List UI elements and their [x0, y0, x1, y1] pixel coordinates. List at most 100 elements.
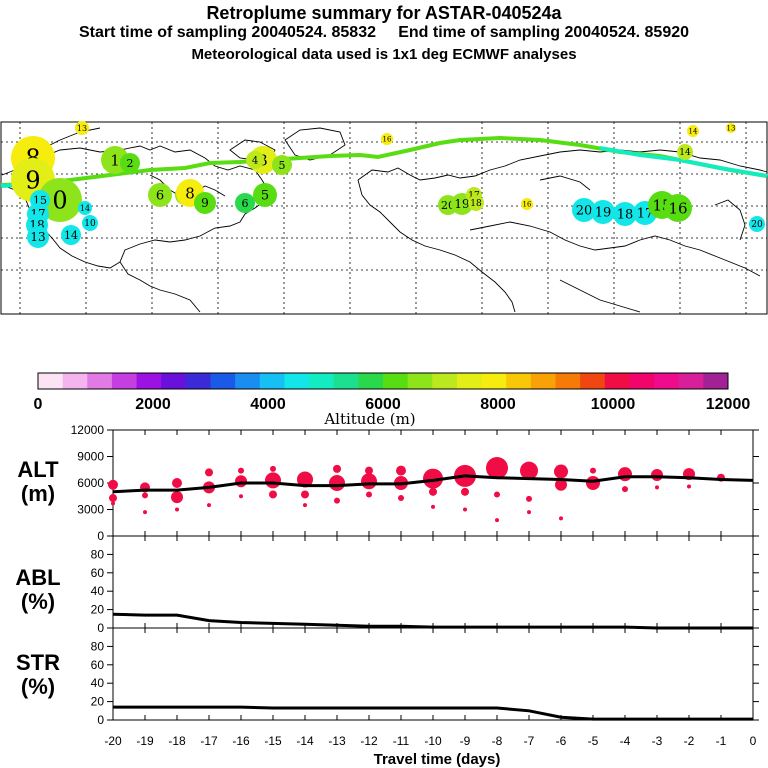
map-marker-label: 13 — [30, 230, 45, 244]
map-marker-label: 14 — [80, 204, 90, 213]
alt-bubble — [398, 495, 404, 502]
alt-bubble — [431, 504, 435, 509]
map-marker-label: 1 — [110, 151, 120, 169]
map-marker — [38, 178, 82, 222]
colorbar-swatch — [703, 373, 729, 389]
y-tick-label: 60 — [91, 566, 105, 580]
alt-bubble — [463, 507, 467, 512]
alt-bubble — [361, 473, 377, 490]
alt-series-line — [112, 474, 754, 494]
alt-bubble — [526, 495, 532, 502]
map-marker — [235, 193, 255, 213]
y-tick-label: 0 — [97, 529, 104, 543]
alt-bubble — [461, 487, 469, 496]
x-tick-label: -4 — [620, 734, 631, 748]
alt-bubble — [495, 518, 499, 523]
y-tick-label: 3000 — [77, 503, 104, 517]
alt-bubble — [329, 475, 345, 491]
colorbar-swatch — [358, 373, 384, 389]
x-axis-title: Travel time (days) — [374, 751, 501, 768]
alt-bubble — [142, 492, 148, 499]
alt-bubble — [301, 490, 309, 499]
colorbar-title: Altitude (m) — [323, 410, 415, 428]
colorbar-swatch — [210, 373, 236, 389]
map-marker-label: 9 — [25, 166, 40, 194]
abl-unit: (%) — [21, 589, 55, 614]
colorbar-tick-label: 12000 — [706, 396, 751, 413]
alt-bubble — [109, 494, 117, 503]
alt-bubble — [520, 461, 538, 480]
alt-bubble — [396, 465, 406, 476]
map-marker-label: 10 — [84, 219, 96, 229]
y-tick-label: 20 — [91, 603, 105, 617]
y-tick-label: 40 — [91, 584, 105, 598]
alt-bubble — [207, 503, 211, 508]
colorbar: 0 2000 4000 6000 8000 10000 12000 Altitude (m) — [34, 372, 751, 428]
colorbar-swatch — [506, 373, 532, 389]
map-marker-label: 14 — [689, 127, 698, 135]
x-tick-label: -20 — [104, 734, 122, 748]
alt-bubble — [270, 465, 276, 472]
x-tick-label: -7 — [524, 734, 535, 748]
map-marker-label: 0 — [52, 186, 67, 214]
alt-unit: (m) — [21, 481, 55, 506]
alt-bubble — [655, 485, 659, 490]
map-marker-label: 9 — [201, 196, 209, 210]
colorbar-swatch — [654, 373, 680, 389]
colorbar-swatch — [284, 373, 310, 389]
str-series-line — [113, 705, 753, 721]
x-tick-label: -2 — [684, 734, 695, 748]
alt-bubble — [365, 466, 373, 475]
colorbar-swatch — [87, 373, 113, 389]
alt-bubble — [111, 501, 115, 506]
map-marker-label: 19 — [454, 197, 469, 211]
map-marker — [78, 201, 92, 215]
colorbar-swatch — [111, 373, 138, 389]
colorbar-swatch — [185, 373, 211, 389]
trajectory-line-east — [599, 146, 768, 178]
alt-bubble — [239, 494, 243, 499]
map-marker — [381, 133, 393, 145]
map-marker-label: 19 — [595, 206, 612, 221]
colorbar-swatch — [481, 373, 507, 389]
map-marker-label: 20 — [576, 204, 593, 219]
alt-bubble — [205, 468, 213, 477]
y-tick-label: 60 — [91, 658, 105, 672]
colorbar-tick-label: 6000 — [365, 396, 401, 413]
y-tick-label: 6000 — [77, 476, 104, 490]
map-marker — [253, 183, 277, 207]
map-marker — [664, 194, 692, 222]
colorbar-swatch — [407, 373, 433, 389]
map-marker — [194, 192, 216, 214]
map-marker-label: 16 — [383, 135, 392, 143]
map-marker — [726, 123, 736, 133]
map-marker-label: 5 — [279, 159, 286, 172]
colorbar-swatch — [136, 373, 162, 389]
abl-panel: ABL (%) — [15, 535, 754, 629]
alt-bubble — [622, 486, 628, 493]
map-marker — [246, 151, 264, 169]
colorbar-tick-label: 10000 — [591, 396, 636, 413]
colorbar-swatch — [530, 373, 556, 389]
colorbar-swatch — [383, 373, 409, 389]
x-tick-label: -12 — [360, 734, 378, 748]
map-marker-label: 18 — [470, 199, 482, 209]
alt-bubble — [618, 467, 632, 482]
chart-title: Retroplume summary for ASTAR-040524a — [206, 3, 562, 23]
alt-bubble — [366, 491, 372, 498]
map-marker — [82, 215, 98, 231]
map-marker — [272, 155, 292, 175]
alt-bubble — [555, 478, 567, 491]
map-marker — [521, 198, 533, 210]
alt-bubble — [586, 476, 600, 490]
colorbar-swatch — [580, 373, 606, 389]
alt-bubble — [554, 464, 568, 479]
colorbar-swatch — [604, 373, 630, 389]
alt-bubble — [238, 467, 244, 474]
colorbar-swatch — [555, 373, 581, 389]
meteo-info: Meteorological data used is 1x1 deg ECMW… — [191, 46, 577, 63]
x-tick-label: -14 — [296, 734, 314, 748]
y-tick-label: 80 — [91, 639, 105, 653]
colorbar-tick-label: 0 — [34, 396, 43, 413]
